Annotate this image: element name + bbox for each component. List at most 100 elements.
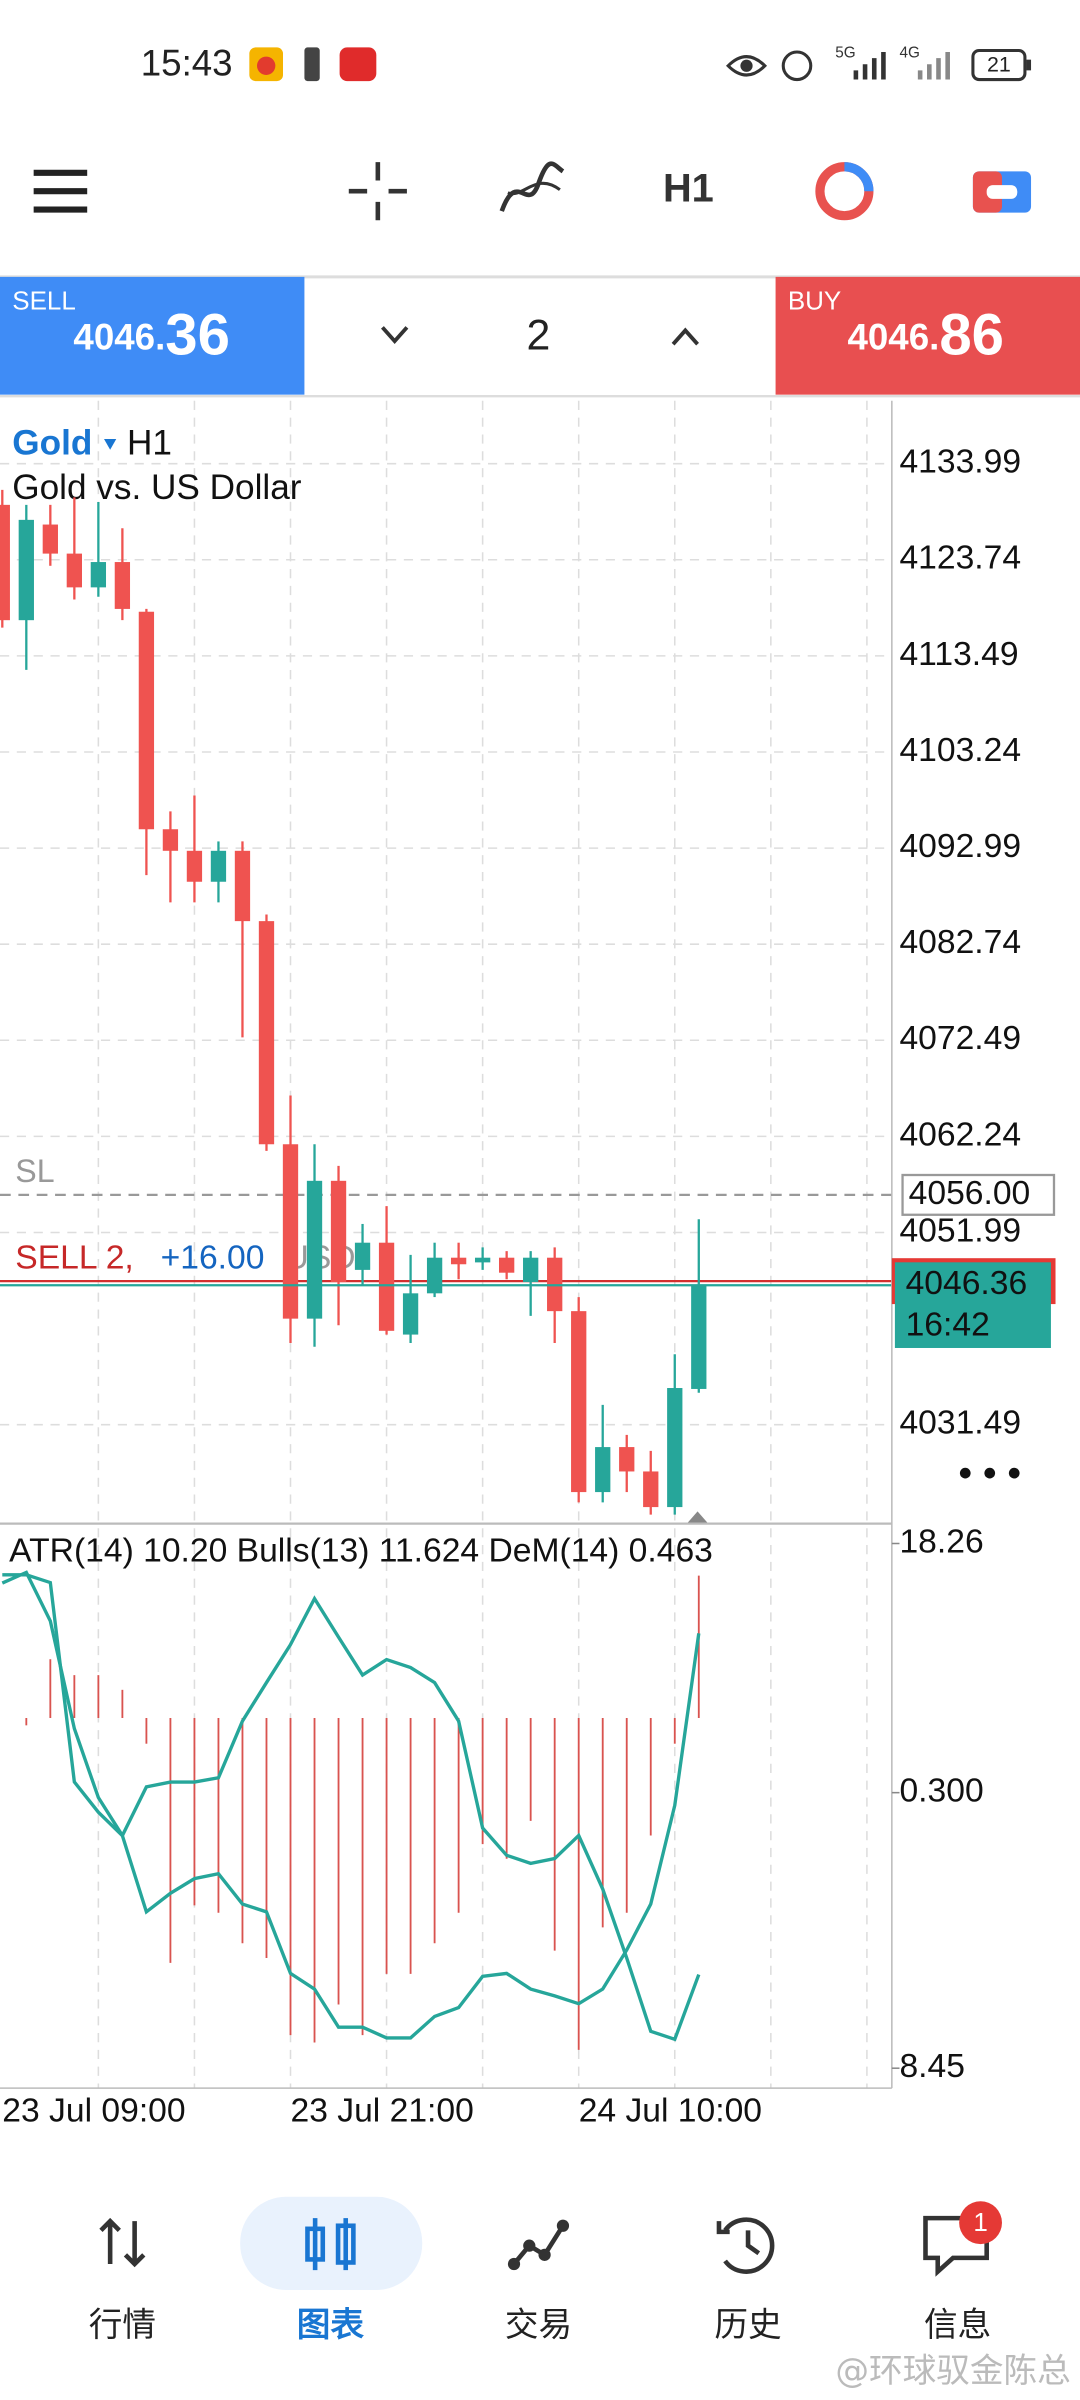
clock: 15:43	[141, 42, 233, 83]
hotspot-icon	[781, 50, 813, 82]
y-tick-label: 4051.99	[899, 1212, 1021, 1249]
candle-body	[426, 1257, 443, 1294]
candle-body	[18, 519, 34, 621]
candle-body	[90, 562, 107, 588]
indicators-icon	[507, 181, 561, 196]
trade-icon	[507, 2257, 521, 2271]
candle-body	[378, 1242, 395, 1331]
candle-body	[186, 850, 203, 882]
buy-background	[775, 276, 1080, 395]
app-icon-detail	[256, 56, 276, 75]
toolbar: H1	[0, 161, 1080, 279]
buy-price-pips: 86	[939, 303, 1004, 368]
indicator-label: ATR(14) 10.20 Bulls(13) 11.624 DeM(14) 0…	[9, 1533, 713, 1570]
volume[interactable]: 2	[527, 311, 551, 359]
sell-button[interactable]: SELL 4046.36	[0, 276, 305, 395]
candle-body	[450, 1257, 467, 1265]
candle-body	[595, 1447, 611, 1493]
chart-icon	[335, 2223, 356, 2265]
menu-button[interactable]	[33, 169, 88, 213]
volume-up[interactable]	[671, 327, 699, 346]
app-icon	[304, 47, 320, 82]
sell-background	[0, 276, 305, 395]
bottom-nav: 1 行情 图表 交易 历史 信息	[89, 2196, 1002, 2344]
buy-price: 4046.86	[847, 303, 1003, 368]
candle-body	[138, 611, 155, 830]
sell-label: SELL	[12, 286, 76, 316]
position-profit: +16.00	[161, 1240, 265, 1277]
buy-price-main: 4046.	[847, 316, 939, 357]
crosshair-button[interactable]	[348, 162, 407, 221]
history-icon	[716, 2221, 761, 2256]
menu-icon	[33, 169, 88, 213]
symbol-description: Gold vs. US Dollar	[12, 468, 302, 507]
y-tick-label: 4062.24	[899, 1116, 1021, 1153]
stop-loss-box	[901, 1173, 1056, 1216]
stop-loss-price: 4056.00	[909, 1175, 1031, 1212]
chart-timeframe: H1	[127, 423, 172, 462]
symbol-dropdown[interactable]	[104, 439, 117, 450]
candle-body	[474, 1257, 491, 1263]
crosshair-icon	[348, 162, 407, 221]
nav-label[interactable]: 信息	[924, 2305, 991, 2344]
candle-body	[234, 850, 251, 922]
nav-label[interactable]: 行情	[89, 2305, 156, 2344]
trade-icon	[538, 2248, 551, 2261]
bid-countdown: 16:42	[906, 1306, 990, 1343]
candle-body	[667, 1388, 683, 1508]
more-dots[interactable]	[984, 1467, 996, 1479]
eye-icon	[725, 55, 768, 77]
timeframe: H1	[663, 167, 714, 211]
trade-icon	[986, 185, 1018, 199]
y-tick-label: 4092.99	[899, 828, 1021, 865]
y-tick-label: 4123.74	[899, 540, 1021, 577]
network-label: 5G	[835, 45, 855, 62]
history-button[interactable]	[815, 162, 874, 221]
atr-line	[1, 1570, 701, 2042]
symbol[interactable]: Gold	[12, 423, 92, 462]
candle-body	[691, 1285, 707, 1389]
clock-icon	[844, 162, 874, 192]
shift-marker	[686, 1511, 709, 1524]
position-label: SELL 2,	[15, 1240, 133, 1277]
nav-label[interactable]: 交易	[505, 2305, 572, 2344]
x-tick-label: 23 Jul 21:00	[291, 2092, 474, 2129]
indicators-button[interactable]	[499, 161, 565, 212]
trade-icon	[512, 2224, 565, 2266]
candle-body	[571, 1311, 587, 1493]
candle-body	[282, 1144, 299, 1319]
volume-down[interactable]	[381, 326, 409, 345]
candle-body	[523, 1257, 539, 1283]
buy-button[interactable]: BUY 4046.86	[775, 276, 1080, 395]
candle-body	[210, 850, 227, 882]
watermark: @环球驭金陈总	[835, 2351, 1070, 2390]
y-tick-label: 4072.49	[899, 1020, 1021, 1057]
y-tick-label: 4103.24	[899, 732, 1021, 769]
timeframe-button[interactable]: H1	[663, 167, 714, 211]
indicator-tick-label: 0.300	[899, 1773, 983, 1810]
y-tick-label: 4082.74	[899, 924, 1021, 961]
chevron-down	[381, 326, 409, 345]
candle-body	[0, 504, 10, 621]
candle-body	[499, 1257, 515, 1273]
nav-label[interactable]: 历史	[714, 2305, 781, 2344]
chevron-up	[671, 327, 699, 346]
trade-button[interactable]	[972, 171, 1032, 213]
chart-icon	[305, 2226, 326, 2262]
nav-label[interactable]: 图表	[297, 2305, 365, 2344]
bid-box	[894, 1262, 1051, 1348]
candle-body	[66, 553, 82, 588]
battery-tip	[1026, 59, 1032, 71]
chart: Gold H1 Gold vs. US Dollar	[0, 423, 892, 2050]
y-tick-label: 4113.49	[899, 636, 1018, 673]
history-icon	[723, 2217, 775, 2274]
badge	[959, 2201, 1002, 2245]
stop-loss-name: SL	[15, 1153, 54, 1189]
trade-icon	[556, 2219, 570, 2232]
nav-selected-background	[240, 2196, 423, 2291]
candle-body	[402, 1293, 419, 1335]
more-dots[interactable]	[1008, 1467, 1020, 1479]
more-dots[interactable]	[959, 1467, 971, 1479]
y-tick-label: 4133.99	[899, 444, 1021, 481]
